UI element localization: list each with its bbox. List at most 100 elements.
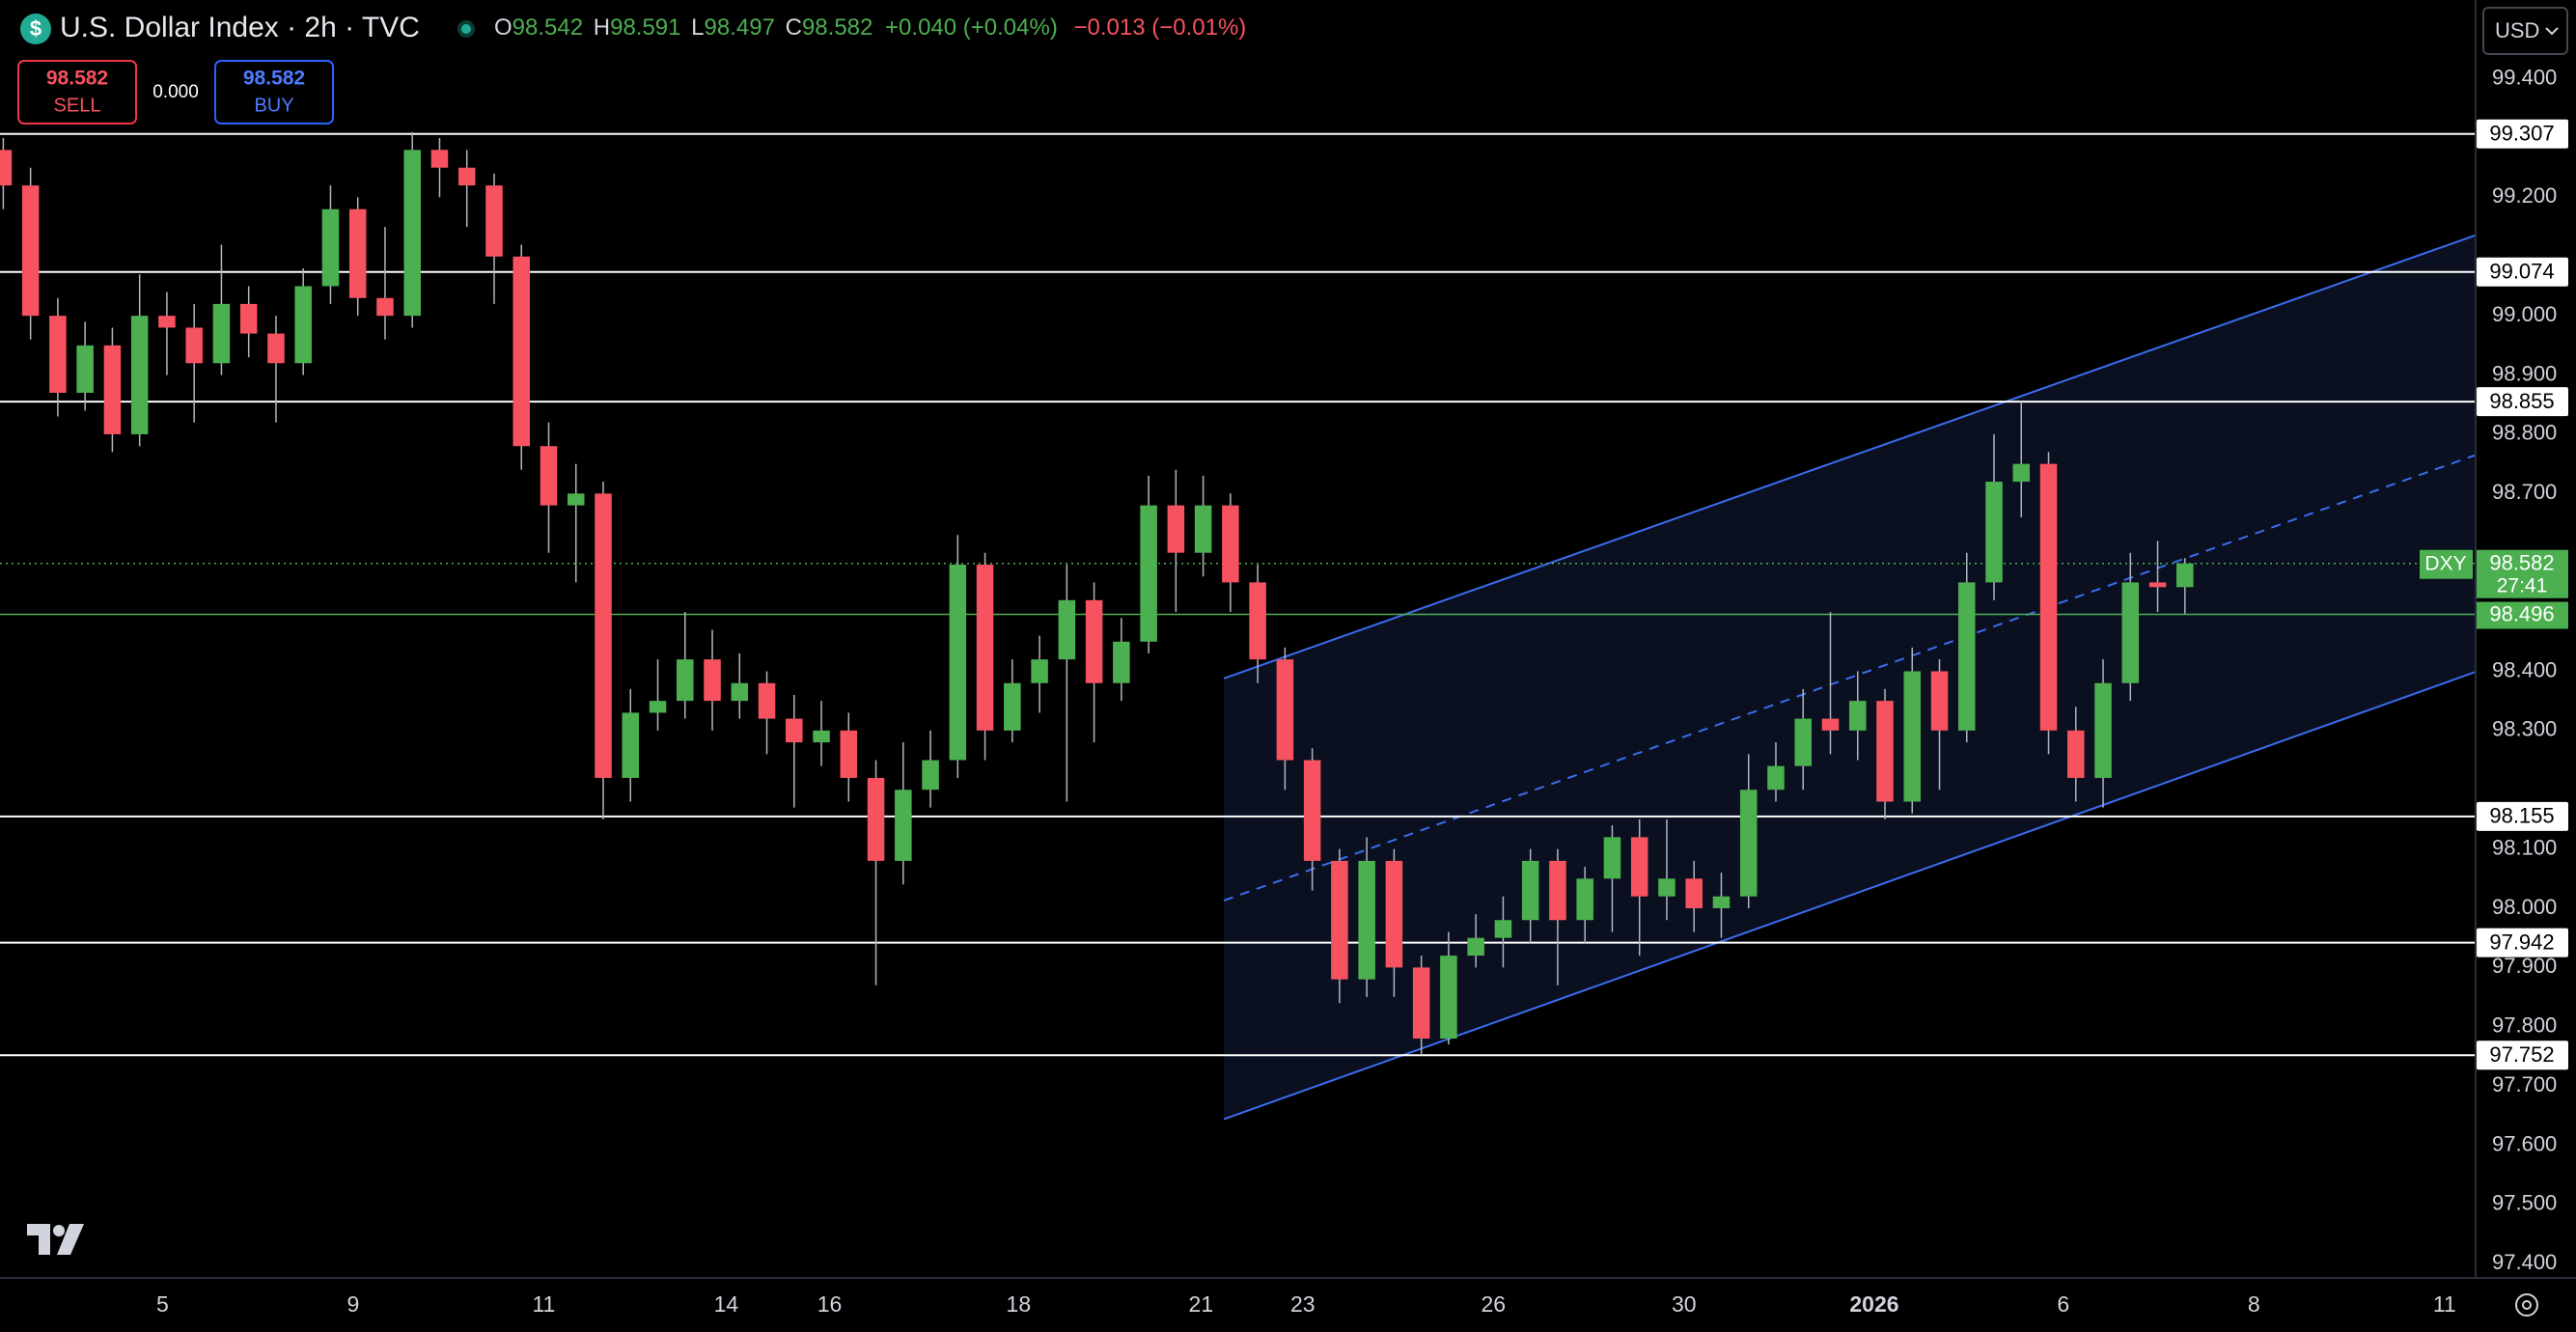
candle-body	[867, 777, 885, 861]
candle-body	[1494, 920, 1512, 938]
candle-body	[786, 718, 803, 743]
l-label: L	[691, 14, 704, 41]
green-level-tag	[2477, 601, 2568, 629]
candle-body	[2039, 463, 2058, 731]
candle-body	[2121, 582, 2140, 683]
candle-body	[1930, 671, 1949, 731]
candle-body	[2094, 682, 2112, 778]
y-tick-label: 98.300	[2492, 717, 2557, 741]
logo-part	[27, 1224, 50, 1255]
level-tag	[2477, 119, 2568, 149]
candle-body	[1358, 860, 1375, 980]
x-tick-label: 26	[1481, 1291, 1506, 1317]
x-tick-label: 16	[817, 1291, 843, 1317]
sell-button[interactable]	[17, 60, 137, 125]
y-tick-label: 98.900	[2492, 361, 2557, 385]
candle-body	[376, 297, 394, 317]
candle-body	[1303, 760, 1321, 861]
x-tick-label: 9	[347, 1291, 360, 1317]
settings-ring	[2515, 1293, 2538, 1317]
candle-body	[1331, 860, 1348, 980]
candle-body	[0, 150, 13, 186]
logo-part	[57, 1224, 84, 1255]
y-tick-label: 98.800	[2492, 421, 2557, 445]
settings-icon[interactable]	[2515, 1293, 2538, 1317]
symbol-tag-label: DXY	[2424, 552, 2466, 574]
y-tick-label: 99.200	[2492, 183, 2557, 208]
candle-body	[76, 345, 94, 393]
settings-core	[2522, 1300, 2532, 1310]
candle-body	[976, 564, 994, 731]
spread: 0.000	[152, 82, 199, 102]
y-tick-label: 97.900	[2492, 954, 2557, 978]
candle-body	[403, 150, 421, 317]
candle-body	[1113, 641, 1130, 683]
candle-body	[1794, 718, 1812, 766]
candle-body	[595, 493, 612, 778]
sell-price: 98.582	[46, 68, 108, 90]
c-value: 98.582	[802, 14, 873, 41]
candle-body	[2012, 463, 2031, 483]
last-price-tag	[2477, 549, 2568, 598]
candle-body	[321, 208, 340, 287]
buy-price: 98.582	[243, 68, 305, 90]
level-tag	[2477, 928, 2568, 957]
sell-label: SELL	[54, 95, 101, 116]
candle-body	[2176, 563, 2194, 588]
candle-body	[512, 256, 530, 447]
candle-body	[1549, 860, 1566, 921]
currency: USD	[2495, 18, 2539, 42]
candle-body	[1712, 896, 1731, 908]
candle-body	[567, 493, 585, 506]
candle-body	[294, 286, 312, 364]
x-tick-label: 2026	[1849, 1291, 1898, 1317]
candle-body	[239, 303, 258, 334]
candle-body	[758, 682, 776, 719]
candle-body	[348, 208, 367, 298]
symbol-tag	[2420, 549, 2473, 579]
candle-body	[704, 659, 721, 702]
logo[interactable]	[27, 1224, 84, 1255]
x-tick-label: 11	[2433, 1291, 2456, 1317]
ohlc-legend: O98.542 H98.591 L98.497 C98.582 +0.040 (…	[494, 14, 1246, 41]
x-tick-label: 21	[1189, 1291, 1214, 1317]
buy-button[interactable]	[214, 60, 334, 125]
chart-title[interactable]: U.S. Dollar Index · 2h · TVC	[60, 12, 420, 43]
buy-label: BUY	[254, 95, 293, 116]
plot-area	[0, 131, 2477, 1121]
candle-body	[1576, 878, 1593, 921]
x-tick-label: 18	[1007, 1291, 1032, 1317]
candle-body	[1249, 582, 1266, 660]
level-tag-label: 97.752	[2489, 1042, 2554, 1067]
channel-upper	[1223, 234, 2477, 680]
candle-body	[1985, 482, 2003, 583]
candle-body	[1521, 860, 1539, 921]
candle-body	[895, 790, 912, 861]
symbol-icon[interactable]	[20, 14, 51, 44]
y-tick-label: 99.400	[2492, 65, 2557, 89]
currency-button[interactable]	[2482, 7, 2568, 55]
candle-body	[130, 316, 149, 434]
candle-body	[1412, 967, 1430, 1040]
candle-body	[949, 564, 967, 761]
x-tick-label: 8	[2248, 1291, 2260, 1317]
market-status-dot	[461, 24, 471, 34]
y-tick-label: 97.800	[2492, 1013, 2557, 1038]
level-tag	[2477, 1041, 2568, 1070]
level-tag-label: 98.155	[2489, 804, 2554, 828]
candle-body	[731, 682, 749, 702]
candle-body	[21, 185, 40, 317]
x-tick-label: 6	[2057, 1291, 2069, 1317]
l-value: 98.497	[705, 14, 775, 41]
level-tag-label: 98.855	[2489, 389, 2554, 413]
candle-body	[457, 167, 476, 186]
candle-body	[1767, 765, 1785, 791]
green-level-label: 98.496	[2489, 601, 2554, 625]
h-value: 98.591	[610, 14, 680, 41]
candle-body	[922, 760, 939, 791]
candle-body	[622, 712, 640, 778]
candle-body	[1903, 671, 1922, 802]
y-tick-label: 97.500	[2492, 1191, 2557, 1215]
